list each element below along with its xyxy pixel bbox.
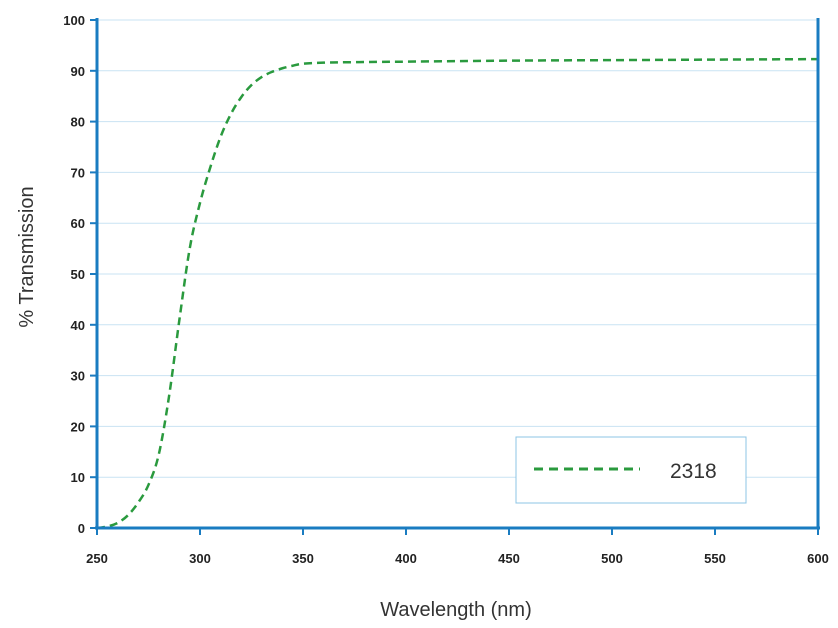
axes [90,18,820,535]
x-tick-label-350: 350 [292,551,314,566]
y-tick-label-20: 20 [71,419,85,434]
y-tick-label-70: 70 [71,165,85,180]
y-tick-label-90: 90 [71,64,85,79]
series-layer [96,57,819,530]
y-tick-label-80: 80 [71,115,85,130]
y-tick-label-100: 100 [63,13,85,28]
x-tick-label-600: 600 [807,551,829,566]
y-tick-label-50: 50 [71,267,85,282]
series-line-2318 [96,57,819,530]
legend: 2318 [515,436,747,504]
x-axis-title: Wavelength (nm) [380,599,532,621]
legend-label-2318: 2318 [670,460,717,483]
y-tick-label-10: 10 [71,470,85,485]
y-tick-label-30: 30 [71,369,85,384]
y-tick-label-60: 60 [71,216,85,231]
x-tick-label-250: 250 [86,551,108,566]
y-tick-label-0: 0 [78,521,85,536]
x-tick-label-500: 500 [601,551,623,566]
x-tick-label-550: 550 [704,551,726,566]
x-tick-label-400: 400 [395,551,417,566]
y-tick-label-40: 40 [71,318,85,333]
y-axis-title: % Transmission [16,186,38,327]
x-tick-label-300: 300 [189,551,211,566]
gridlines [97,19,818,478]
x-tick-label-450: 450 [498,551,520,566]
tick-labels: 0 10 20 30 40 50 60 70 80 90 100 250 300 350 400 450 500… [63,13,829,566]
